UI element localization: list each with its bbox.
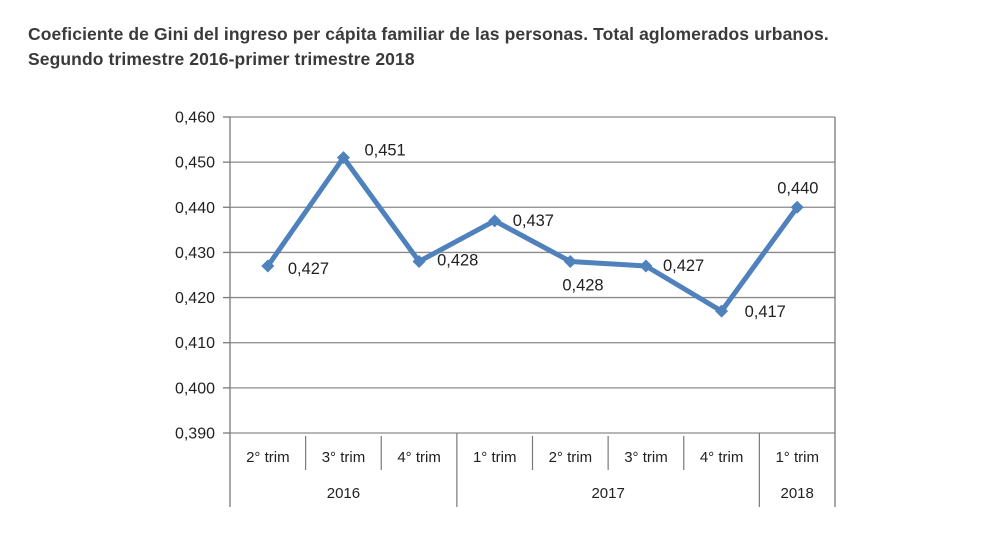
y-axis-label: 0,410 — [175, 335, 215, 352]
data-point-marker — [790, 200, 804, 214]
data-point-label: 0,451 — [364, 142, 405, 160]
data-point-marker — [639, 259, 653, 273]
chart-title: Coeficiente de Gini del ingreso per cápi… — [28, 22, 978, 73]
y-axis-label: 0,420 — [175, 290, 215, 307]
y-axis-label: 0,400 — [175, 380, 215, 397]
x-axis-quarter-label: 2° trim — [246, 449, 290, 466]
data-point-marker — [412, 254, 426, 268]
y-axis-label: 0,450 — [175, 155, 215, 172]
data-point-marker — [336, 151, 350, 165]
y-axis-label: 0,460 — [175, 110, 215, 127]
data-point-label: 0,417 — [745, 303, 786, 321]
gini-series-line — [265, 155, 800, 314]
data-point-label: 0,427 — [663, 257, 704, 275]
x-axis-year-label: 2016 — [327, 485, 360, 502]
data-point-marker — [488, 214, 502, 228]
x-axis-quarter-label: 4° trim — [700, 449, 744, 466]
x-axis-quarter-label: 4° trim — [397, 449, 441, 466]
x-axis-quarter-label: 1° trim — [473, 449, 517, 466]
x-axis-year-label: 2017 — [591, 485, 624, 502]
y-axis-label: 0,430 — [175, 245, 215, 262]
data-point-marker — [715, 304, 729, 318]
data-point-label: 0,428 — [562, 276, 603, 294]
x-axis-quarter-label: 1° trim — [775, 449, 819, 466]
y-axis-label: 0,440 — [175, 200, 215, 217]
x-axis-year-label: 2018 — [781, 485, 814, 502]
data-point-marker — [563, 254, 577, 268]
data-point-label: 0,437 — [513, 212, 554, 230]
chart-title-line2: Segundo trimestre 2016-primer trimestre … — [28, 49, 415, 70]
data-point-label: 0,428 — [437, 251, 478, 269]
chart-title-line1: Coeficiente de Gini del ingreso per cápi… — [28, 24, 829, 44]
data-point-marker — [261, 259, 275, 273]
data-point-label: 0,427 — [288, 260, 329, 278]
y-axis-label: 0,390 — [175, 426, 215, 443]
x-axis-quarter-label: 2° trim — [549, 449, 593, 466]
x-axis-quarter-label: 3° trim — [624, 449, 668, 466]
data-point-label: 0,440 — [777, 179, 818, 197]
x-axis-quarter-label: 3° trim — [322, 449, 366, 466]
